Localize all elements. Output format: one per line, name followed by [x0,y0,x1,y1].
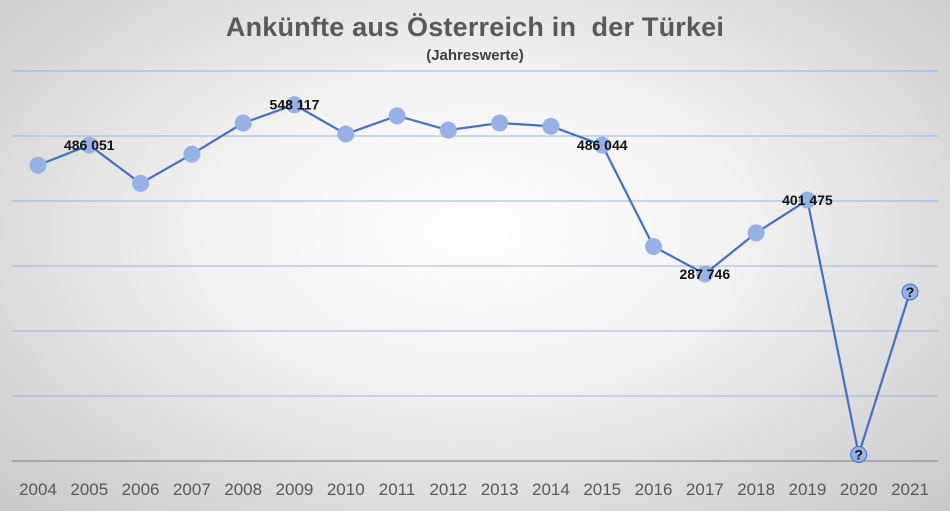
data-point [645,238,663,255]
x-tick-label: 2011 [379,480,416,499]
chart-title: Ankünfte aus Österreich in der Türkei [225,12,725,42]
data-label: 548 117 [270,97,320,113]
data-label: ? [906,284,915,300]
x-tick-label: 2015 [583,480,621,499]
series-markers [29,96,919,463]
x-tick-label: 2014 [532,480,570,499]
x-tick-label: 2017 [686,480,724,499]
data-label: 486 051 [64,137,115,153]
x-tick-label: 2009 [276,480,314,499]
gridlines [12,70,938,462]
data-point [337,125,355,143]
data-point [132,174,150,192]
x-tick-label: 2021 [891,480,929,499]
data-point [901,283,919,301]
x-tick-label: 2010 [327,480,365,499]
data-point [850,446,868,463]
x-tick-label: 2020 [840,480,878,499]
data-point [696,265,714,283]
data-point [285,96,303,114]
series-line [37,103,912,456]
x-tick-label: 2013 [481,480,519,499]
data-labels: 486 051 548 117 486 044 287 746 401 475?? [64,97,914,463]
data-point [798,191,816,209]
x-tick-label: 2005 [70,480,108,499]
data-point [234,114,252,132]
x-tick-label: 2004 [19,480,57,499]
data-point [747,224,765,242]
data-point [183,145,201,163]
x-tick-label: 2008 [224,480,262,499]
data-point [593,136,611,154]
data-label: 401 475 [782,192,833,208]
data-point [439,121,457,139]
x-tick-label: 2007 [173,480,211,499]
x-tick-label: 2016 [635,480,673,499]
x-tick-label: 2018 [737,480,775,499]
data-point [542,117,560,135]
data-point [491,114,509,132]
series-lines [37,103,912,456]
data-point [388,107,406,125]
x-axis: 2004 2005 2006 2007 2008 2009 2010 2011 2012 2013… [19,480,929,499]
data-point [29,156,47,174]
x-tick-label: 2012 [429,480,467,499]
data-label: ? [854,447,863,463]
x-tick-label: 2019 [788,480,826,499]
chart-subtitle: (Jahreswerte) [426,47,524,64]
data-label: 486 044 [577,137,628,153]
x-tick-label: 2006 [122,480,160,499]
data-label: 287 746 [680,266,731,282]
data-point [80,136,98,154]
